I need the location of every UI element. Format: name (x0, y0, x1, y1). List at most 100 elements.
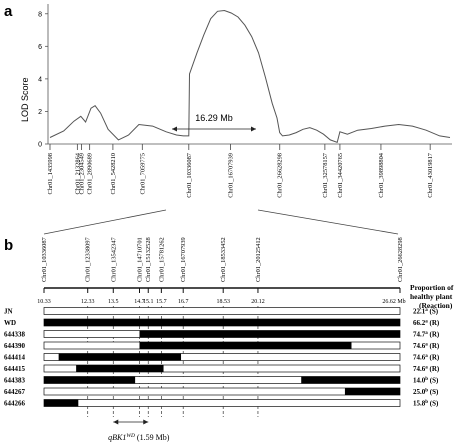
line-name: JN (4, 308, 13, 316)
header-healthy: healthy plant (410, 292, 453, 301)
genotype-row: 644383 14.0b (S) (4, 376, 439, 385)
position-label: 20.12 (251, 299, 265, 305)
genotype-bar (43, 364, 401, 373)
position-label: 15.1 (143, 299, 154, 305)
healthy-proportion: 15.8b (S) (413, 400, 439, 408)
marker-dashed-lines (87, 306, 259, 417)
marker-label: Chr01_16707939 (228, 153, 235, 198)
interval-arrow (172, 126, 256, 132)
genotype-row: WD 66.2a (R) (4, 318, 440, 327)
donor-segment (344, 388, 400, 395)
fine-marker-label: Chr01_10336087 (41, 236, 48, 282)
marker-label: Chr01_2304549 (79, 153, 86, 195)
genotype-rows: JN 22.1a (S)WD 66.2a (R)644338 74.7a (R)644… (4, 307, 440, 408)
position-label: 26.62 Mb (382, 299, 405, 305)
genotype-row: 644266 15.8b (S) (4, 399, 439, 408)
genotype-row: 644338 74.7a (R) (4, 330, 440, 339)
position-labels: 10.33 12.33 13.5 14.715.1 15.7 16.7 18.53 20.12… (37, 299, 405, 305)
arrow-head-right (143, 419, 149, 425)
lod-curve (49, 9, 451, 144)
healthy-proportion: 74.7a (R) (413, 331, 440, 339)
donor-segment (139, 330, 401, 338)
genotype-bar (43, 353, 401, 361)
fine-marker-label: Chr01_14710701 (137, 237, 144, 282)
qbk1-interval: qBK1WD (1.59 Mb) (108, 419, 170, 442)
y-tick-label: 4 (38, 76, 42, 83)
line-name: 644383 (4, 377, 26, 385)
marker-label: Chr01_39898804 (378, 152, 385, 198)
marker-label: Chr01_32578157 (322, 152, 329, 198)
line-name: 644390 (4, 342, 26, 350)
line-name: 644414 (4, 354, 26, 362)
fine-marker-label: Chr01_20125412 (255, 237, 262, 282)
healthy-proportion: 14.0b (S) (413, 377, 439, 385)
healthy-proportion: 74.6a (R) (413, 342, 440, 350)
zoom-connector-right (257, 209, 399, 235)
position-label: 16.7 (178, 299, 189, 305)
line-name: 644267 (4, 388, 26, 396)
lod-axes (47, 4, 452, 145)
interval-size-label: 16.29 Mb (195, 113, 233, 123)
qbk1-interval-label: qBK1WD (1.59 Mb) (108, 433, 170, 442)
y-tick-label: 6 (38, 44, 42, 51)
fine-marker-label: Chr01_13542347 (110, 236, 117, 282)
healthy-proportion: 22.1a (S) (413, 308, 439, 316)
line-name: 644266 (4, 400, 26, 408)
donor-segment (44, 319, 400, 326)
genotype-row: 644390 74.6a (R) (4, 341, 440, 350)
header-proportion: Proportion of (410, 283, 454, 292)
fine-marker-label: Chr01_18533452 (220, 237, 227, 282)
position-label: 15.7 (156, 299, 167, 305)
fine-map-ticks (43, 288, 401, 293)
marker-label: Chr01_43019817 (427, 152, 434, 198)
line-name: WD (4, 319, 16, 327)
marker-label: Chr01_5428210 (110, 153, 117, 195)
line-name: 644415 (4, 365, 26, 373)
healthy-proportion: 74.6a (R) (413, 365, 440, 373)
arrow-head-left (113, 419, 119, 425)
panel-b-label: b (4, 237, 13, 254)
line-name: 644338 (4, 331, 26, 339)
marker-label: Chr01_1435998 (47, 153, 54, 195)
genotype-row: 644414 74.6a (R) (4, 353, 440, 362)
header-reaction: (Reaction) (419, 301, 453, 310)
marker-label: Chr01_2890689 (87, 153, 94, 195)
fine-marker-label: Chr01_15781262 (158, 237, 165, 282)
healthy-proportion: 66.2a (R) (413, 319, 440, 327)
y-tick-label: 8 (38, 11, 42, 18)
donor-segment (76, 365, 164, 372)
position-label: 14.7 (134, 299, 145, 305)
donor-segment (139, 342, 352, 349)
lod-y-ticks: 0 2 4 6 8 (38, 11, 48, 149)
lod-y-axis-label: LOD Score (20, 77, 30, 122)
position-label: 13.5 (108, 299, 119, 305)
genotype-bar (43, 399, 401, 407)
genotype-bar (43, 307, 401, 315)
fine-marker-label: Chr01_15132528 (145, 237, 152, 282)
donor-segment (58, 353, 182, 361)
panel-a-label: a (4, 3, 13, 20)
y-tick-label: 2 (38, 109, 42, 116)
position-label: 18.53 (216, 299, 230, 305)
genotype-row: JN 22.1a (S) (4, 307, 439, 316)
marker-label: Chr01_34420765 (337, 153, 344, 198)
healthy-proportion: 74.6a (R) (413, 354, 440, 362)
marker-label: Chr01_26628298 (277, 153, 284, 198)
marker-label: Chr01_7059775 (139, 153, 146, 195)
marker-label: Chr01_10336087 (186, 152, 193, 198)
donor-segment (44, 399, 79, 407)
zoom-connector-left (43, 209, 167, 235)
position-label: 10.33 (37, 299, 51, 305)
donor-segment (44, 376, 136, 384)
genotype-row: 644267 25.0b (S) (4, 387, 439, 396)
donor-segment (301, 376, 400, 384)
healthy-proportion: 25.0b (S) (413, 388, 439, 396)
fine-marker-label: Chr01_26628298 (397, 237, 404, 282)
fine-marker-label: Chr01_12338097 (85, 236, 92, 282)
y-tick-label: 0 (38, 142, 42, 149)
fine-marker-label: Chr01_16707939 (180, 237, 187, 282)
genotype-row: 644415 74.6a (R) (4, 364, 440, 373)
position-label: 12.33 (81, 299, 95, 305)
